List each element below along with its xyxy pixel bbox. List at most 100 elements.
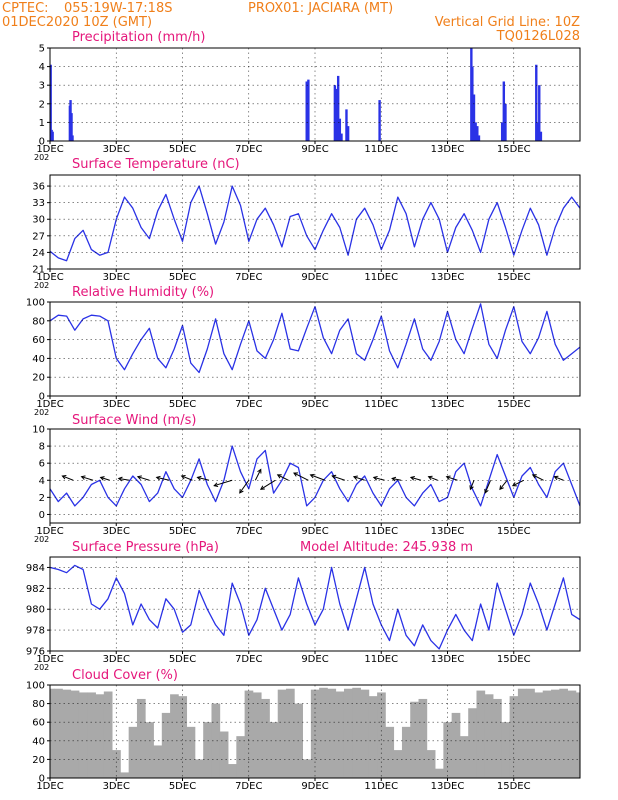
- header-model: TQ0126L028: [496, 29, 580, 44]
- wind-vector-17: [372, 475, 385, 481]
- wind-vector-5: [155, 475, 170, 481]
- cloud-column-0: [50, 688, 55, 778]
- precipitation-bar-6: [71, 135, 74, 141]
- wind-vector-shaft-14: [310, 474, 326, 481]
- wind-vector-shaft-13: [293, 472, 309, 481]
- wind-vector-16: [352, 475, 365, 481]
- wind-vector-head-16: [352, 475, 358, 480]
- precipitation-bar-5: [70, 113, 73, 141]
- cloud-column-5: [87, 692, 96, 778]
- pressure-ytick-label-3: 982: [26, 584, 45, 595]
- wind-vector-20: [427, 475, 438, 481]
- temperature-xtick-label-4: 9DEC: [301, 272, 328, 283]
- cloud-xtick-label-0: 1DEC: [36, 781, 63, 792]
- cloud-column-41: [385, 726, 395, 778]
- wind-vector-shaft-1: [81, 476, 94, 481]
- temperature-ytick-label-5: 36: [32, 182, 45, 193]
- precipitation-bar-28: [538, 85, 541, 141]
- precipitation-xtick-label-4: 9DEC: [301, 144, 328, 155]
- temperature-xtick-label-2: 5DEC: [169, 272, 196, 283]
- cloud-column-31: [302, 759, 312, 778]
- pressure-xtick-label-1: 3DEC: [103, 654, 130, 665]
- cloud-column-1: [54, 688, 63, 778]
- wind-vector-head-21: [445, 475, 451, 480]
- cloud-column-43: [401, 726, 411, 778]
- wind-vector-head-8: [213, 482, 219, 487]
- wind-vector-shaft-8: [214, 479, 233, 487]
- wind-vector-shaft-22: [469, 480, 475, 490]
- header-source: CPTEC:: [2, 1, 49, 16]
- humidity-xtick-label-7: 15DEC: [497, 399, 531, 410]
- precipitation-bar-7: [305, 81, 308, 141]
- precipitation-ytick-label-2: 2: [39, 99, 45, 110]
- wind-vector-27: [553, 475, 564, 481]
- wind-vector-15: [331, 474, 345, 481]
- cloud-column-26: [261, 698, 270, 778]
- cloud-column-59: [534, 692, 544, 778]
- cloud-column-34: [327, 688, 337, 778]
- wind-vector-head-26: [531, 474, 537, 479]
- precipitation-ytick-label-4: 4: [39, 62, 45, 73]
- wind-vector-shaft-16: [353, 476, 365, 481]
- temperature-ytick-label-2: 27: [32, 231, 45, 242]
- precipitation-panel: 0 1 2 3 4 5 1DEC 3DEC 5DEC 7DEC 9DEC 11DEC 13DEC 15DE…: [34, 44, 581, 162]
- cloud-column-2: [62, 689, 72, 778]
- wind-vector-head-4: [136, 475, 142, 480]
- wind-vector-shaft-27: [554, 476, 564, 481]
- precipitation-xtick-label-1: 3DEC: [103, 144, 130, 155]
- cloud-column-23: [236, 736, 246, 778]
- cloud-column-38: [360, 689, 370, 778]
- cloud-column-3: [70, 690, 80, 778]
- wind-vector-head-9: [239, 488, 244, 494]
- precipitation-bar-8: [307, 79, 310, 141]
- wind-vector-head-5: [155, 475, 161, 481]
- wind-vector-18: [391, 476, 402, 482]
- precipitation-bar-18: [471, 66, 474, 141]
- cloud-xtick-label-2: 5DEC: [169, 781, 196, 792]
- pressure-xtick-label-0: 1DEC: [36, 654, 63, 665]
- header-date: 01DEC2020 10Z (GMT): [2, 15, 152, 30]
- cloud-column-7: [103, 691, 113, 778]
- header-coords: 055:19W-17:18S: [64, 1, 172, 16]
- cloud-column-61: [551, 689, 560, 778]
- wind-ytick-label-4: 8: [39, 442, 45, 453]
- wind-vector-head-15: [331, 474, 337, 480]
- precipitation-bar-21: [476, 126, 479, 141]
- wind-vector-shaft-24: [499, 479, 508, 490]
- wind-xtick-label-5: 11DEC: [364, 526, 398, 537]
- header-grid-note: Vertical Grid Line: 10Z: [435, 15, 580, 30]
- pressure-annotation: Model Altitude: 245.938 m: [300, 540, 473, 555]
- pressure-ytick-label-4: 984: [26, 563, 45, 574]
- wind-xtick-label-3: 7DEC: [235, 526, 262, 537]
- humidity-ytick-label-1: 20: [32, 373, 45, 384]
- wind-vector-shaft-2: [100, 476, 110, 481]
- pressure-panel: 976 978 980 982 984 1DEC 3DEC 5DEC 7DEC 9DEC 11DEC…: [26, 556, 581, 672]
- cloud-column-35: [335, 691, 345, 778]
- precipitation-bar-13: [340, 133, 343, 141]
- precipitation-ytick-label-3: 3: [39, 81, 45, 92]
- wind-vector-12: [276, 474, 289, 481]
- precipitation-bar-11: [336, 75, 340, 141]
- cloud-column-9: [120, 772, 130, 778]
- cloud-ytick-label-4: 80: [32, 699, 45, 710]
- cloud-column-18: [194, 759, 204, 778]
- pressure-ytick-label-2: 980: [26, 605, 45, 616]
- wind-vector-22: [469, 480, 475, 491]
- wind-ytick-label-1: 2: [39, 493, 45, 504]
- cloud-column-45: [418, 698, 428, 778]
- precipitation-bar-22: [477, 135, 481, 141]
- precipitation-xtick-label-5: 11DEC: [364, 144, 398, 155]
- precipitation-bar-10: [335, 88, 338, 141]
- cloud-column-54: [493, 698, 502, 778]
- humidity-xtick-label-5: 11DEC: [364, 399, 398, 410]
- wind-vector-shaft-7: [197, 476, 210, 481]
- precipitation-bar-9: [333, 85, 337, 141]
- temperature-ytick-label-1: 24: [32, 248, 45, 259]
- precipitation-bar-29: [539, 131, 543, 141]
- wind-vector-shaft-6: [181, 475, 193, 481]
- cloud-xtick-label-1: 3DEC: [103, 781, 130, 792]
- cloud-xtick-label-7: 15DEC: [497, 781, 531, 792]
- wind-vector-9: [239, 479, 250, 494]
- temperature-ytick-label-0: 21: [32, 265, 45, 276]
